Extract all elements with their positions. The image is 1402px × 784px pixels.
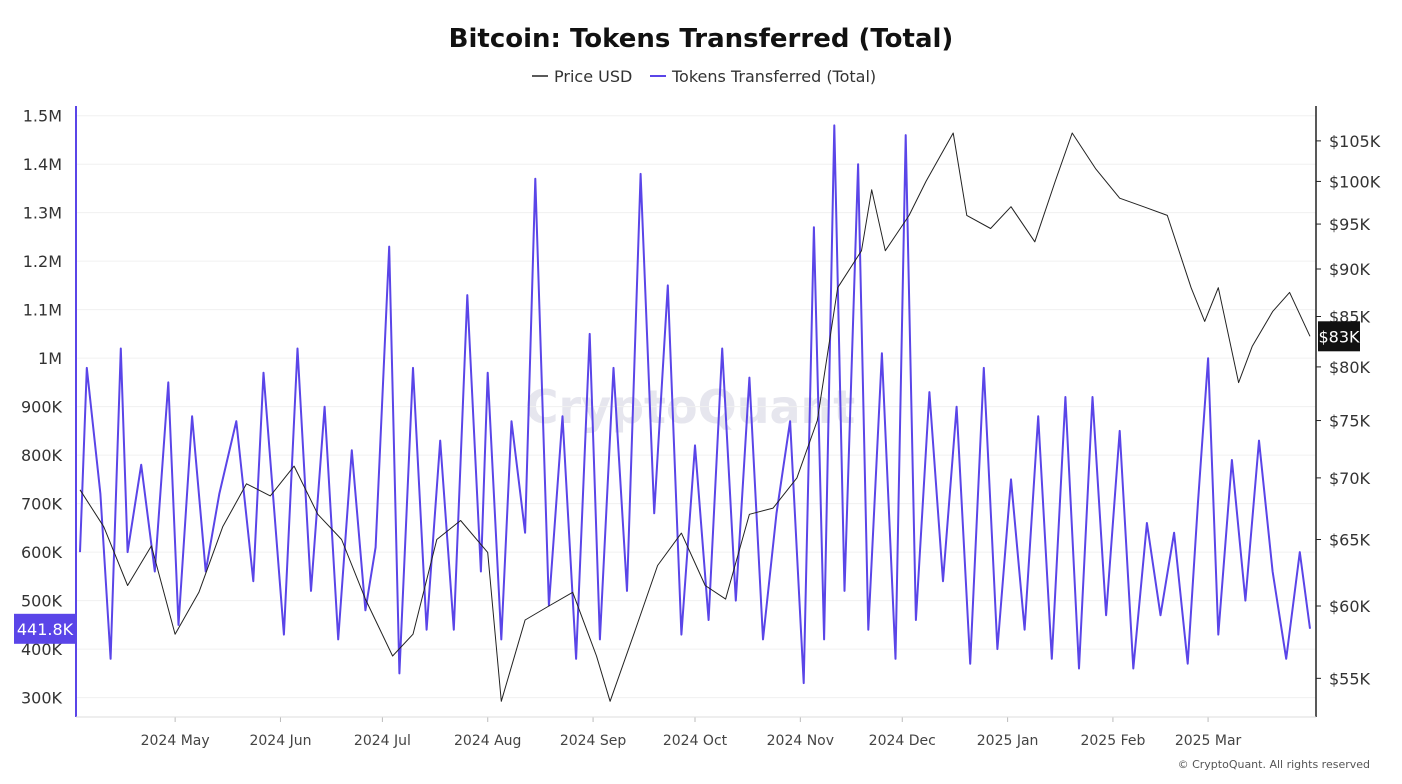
right-tick-label: $75K: [1329, 412, 1371, 431]
left-tick-label: 900K: [21, 398, 63, 417]
right-tick-label: $80K: [1329, 358, 1371, 377]
x-axis-ticks: 2024 May 2024 Jun 2024 Jul 2024 Aug 2024 Sep…: [141, 717, 1242, 749]
left-tick-label: 400K: [21, 640, 63, 659]
right-tick-label: $100K: [1329, 172, 1381, 191]
x-tick-label: 2025 Mar: [1175, 733, 1242, 749]
left-tick-label: 1.4M: [23, 155, 62, 174]
x-tick-label: 2024 Dec: [869, 733, 936, 749]
right-axis-ticks: $55K$60K$65K$70K$75K$80K$85K$90K$95K$100…: [1316, 132, 1381, 688]
x-tick-label: 2024 Sep: [560, 733, 627, 749]
legend-label-price: Price USD: [554, 67, 632, 86]
legend[interactable]: Price USD Tokens Transferred (Total): [532, 67, 876, 86]
left-axis-ticks: 300K 400K 500K 600K 700K 800K 900K 1M 1.1M 1.2M 1.…: [21, 107, 63, 708]
right-tick-label: $55K: [1329, 669, 1371, 688]
series-layer: [79, 124, 1311, 702]
legend-item-tokens[interactable]: Tokens Transferred (Total): [650, 67, 876, 86]
left-tick-label: 800K: [21, 446, 63, 465]
x-tick-label: 2025 Jan: [977, 733, 1039, 749]
left-tick-label: 1M: [38, 349, 62, 368]
x-tick-label: 2024 May: [141, 733, 210, 749]
tokens-badge-value: 441.8K: [17, 620, 74, 639]
tokens-badge-bg: [14, 613, 76, 644]
right-tick-label: $95K: [1329, 215, 1371, 234]
copyright-credit: © CryptoQuant. All rights reserved: [1178, 758, 1370, 771]
series-line-tokens-transferred: [79, 124, 1311, 685]
left-tick-label: 1.2M: [23, 252, 62, 271]
x-tick-label: 2025 Feb: [1080, 733, 1145, 749]
legend-label-tokens: Tokens Transferred (Total): [671, 67, 876, 86]
x-tick-label: 2024 Aug: [454, 733, 521, 749]
legend-item-price[interactable]: Price USD: [532, 67, 632, 86]
right-tick-label: $105K: [1329, 132, 1381, 151]
right-tick-label: $90K: [1329, 260, 1371, 279]
left-tick-label: 600K: [21, 543, 63, 562]
x-tick-label: 2024 Jul: [354, 733, 411, 749]
right-tick-label: $65K: [1329, 530, 1371, 549]
left-tick-label: 1.3M: [23, 204, 62, 223]
left-tick-label: 1.1M: [23, 301, 62, 320]
chart-title: Bitcoin: Tokens Transferred (Total): [449, 24, 954, 54]
x-tick-label: 2024 Nov: [767, 733, 834, 749]
left-tick-label: 300K: [21, 689, 63, 708]
left-tick-label: 700K: [21, 495, 63, 514]
price-badge-bg: [1318, 321, 1360, 352]
price-current-badge: $83K: [1318, 321, 1360, 352]
x-tick-label: 2024 Jun: [249, 733, 311, 749]
right-tick-label: $70K: [1329, 469, 1371, 488]
tokens-current-badge: 441.8K: [14, 613, 76, 644]
series-line-price-usd: [79, 132, 1311, 702]
price-badge-value: $83K: [1318, 327, 1360, 346]
left-tick-label: 1.5M: [23, 107, 62, 126]
gridlines: [76, 115, 1316, 699]
left-tick-label: 500K: [21, 592, 63, 611]
right-tick-label: $60K: [1329, 597, 1371, 616]
x-tick-label: 2024 Oct: [663, 733, 728, 749]
